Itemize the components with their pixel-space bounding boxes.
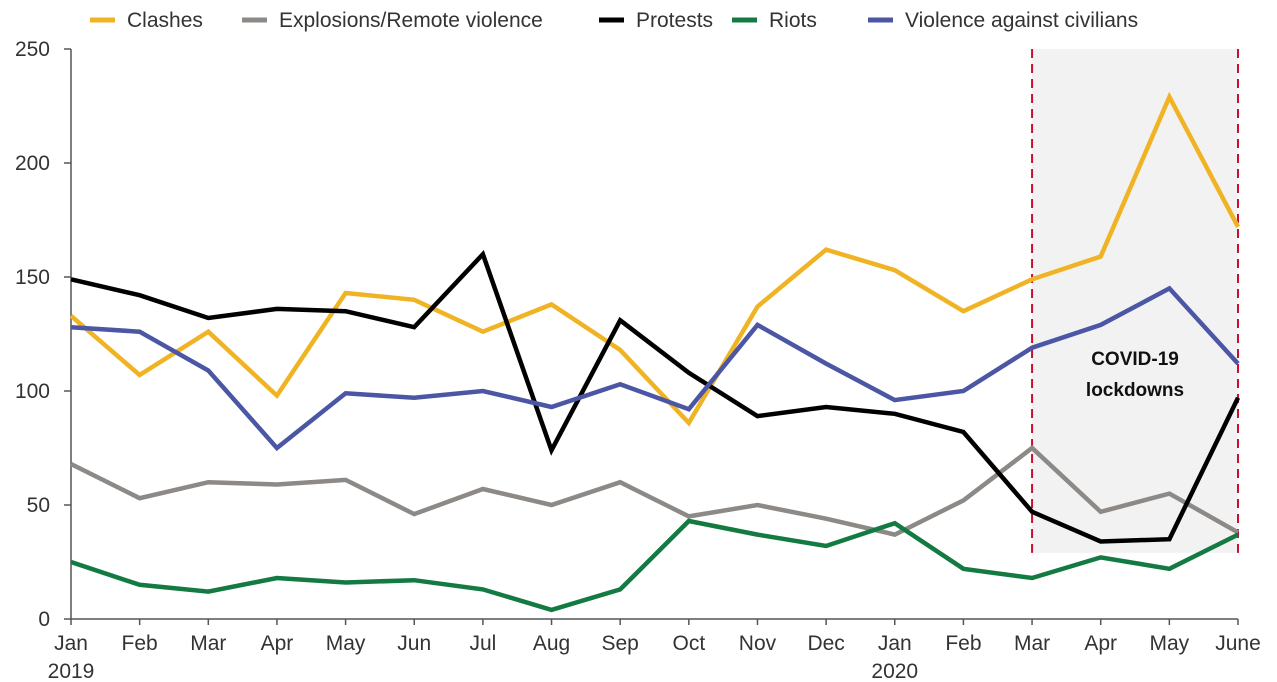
- x-tick-label: Jan: [54, 632, 88, 655]
- x-tick-label: Apr: [261, 632, 294, 655]
- series-line-explosions-remote-violence: [69, 445, 1240, 537]
- series-lines: [69, 91, 1241, 613]
- legend-label: Clashes: [127, 9, 203, 32]
- x-tick-label: Feb: [945, 632, 981, 655]
- x-tick-label: June: [1215, 632, 1261, 655]
- covid-annotation: COVID-19 lockdowns: [1086, 349, 1184, 401]
- x-tick-label: Aug: [533, 632, 570, 655]
- x-tick-label: Nov: [739, 632, 777, 655]
- x-tick-label: Oct: [672, 632, 705, 655]
- legend-label: Violence against civilians: [905, 9, 1138, 32]
- x-tick-label: Jun: [397, 632, 431, 655]
- x-year-label: 2019: [48, 660, 95, 682]
- annotation-line-2: lockdowns: [1086, 380, 1184, 401]
- x-tick-label: May: [326, 632, 366, 655]
- x-tick-label: Mar: [1014, 632, 1050, 655]
- x-tick-label: Jan: [878, 632, 912, 655]
- y-tick-label: 150: [15, 266, 50, 289]
- legend-label: Riots: [769, 9, 817, 32]
- annotation-line-1: COVID-19: [1091, 349, 1179, 370]
- x-tick-label: Sep: [601, 632, 638, 655]
- series-line-violence-against-civilians: [70, 285, 1240, 452]
- legend-label: Explosions/Remote violence: [279, 9, 543, 32]
- series-line-riots: [70, 518, 1240, 613]
- series-line-clashes: [69, 91, 1240, 427]
- y-tick-label: 100: [15, 380, 50, 403]
- x-tick-label: Dec: [807, 632, 844, 655]
- legend: Clashes Explosions/Remote violence Protest…: [90, 9, 1138, 32]
- y-tick-label: 250: [15, 38, 50, 61]
- x-year-label: 2020: [871, 660, 918, 682]
- y-tick-label: 0: [38, 608, 50, 631]
- x-tick-label: Jul: [469, 632, 496, 655]
- x-tick-label: Apr: [1084, 632, 1117, 655]
- x-tick-label: Feb: [122, 632, 158, 655]
- series-line-protests: [70, 249, 1241, 544]
- y-tick-label: 200: [15, 152, 50, 175]
- axes: 0 50 100 150 200 250 Jan Feb Mar Apr May Jun Jul Aug S…: [15, 38, 1261, 682]
- legend-label: Protests: [636, 9, 713, 32]
- x-tick-label: Mar: [190, 632, 226, 655]
- x-tick-label: May: [1150, 632, 1190, 655]
- y-tick-label: 50: [27, 494, 50, 517]
